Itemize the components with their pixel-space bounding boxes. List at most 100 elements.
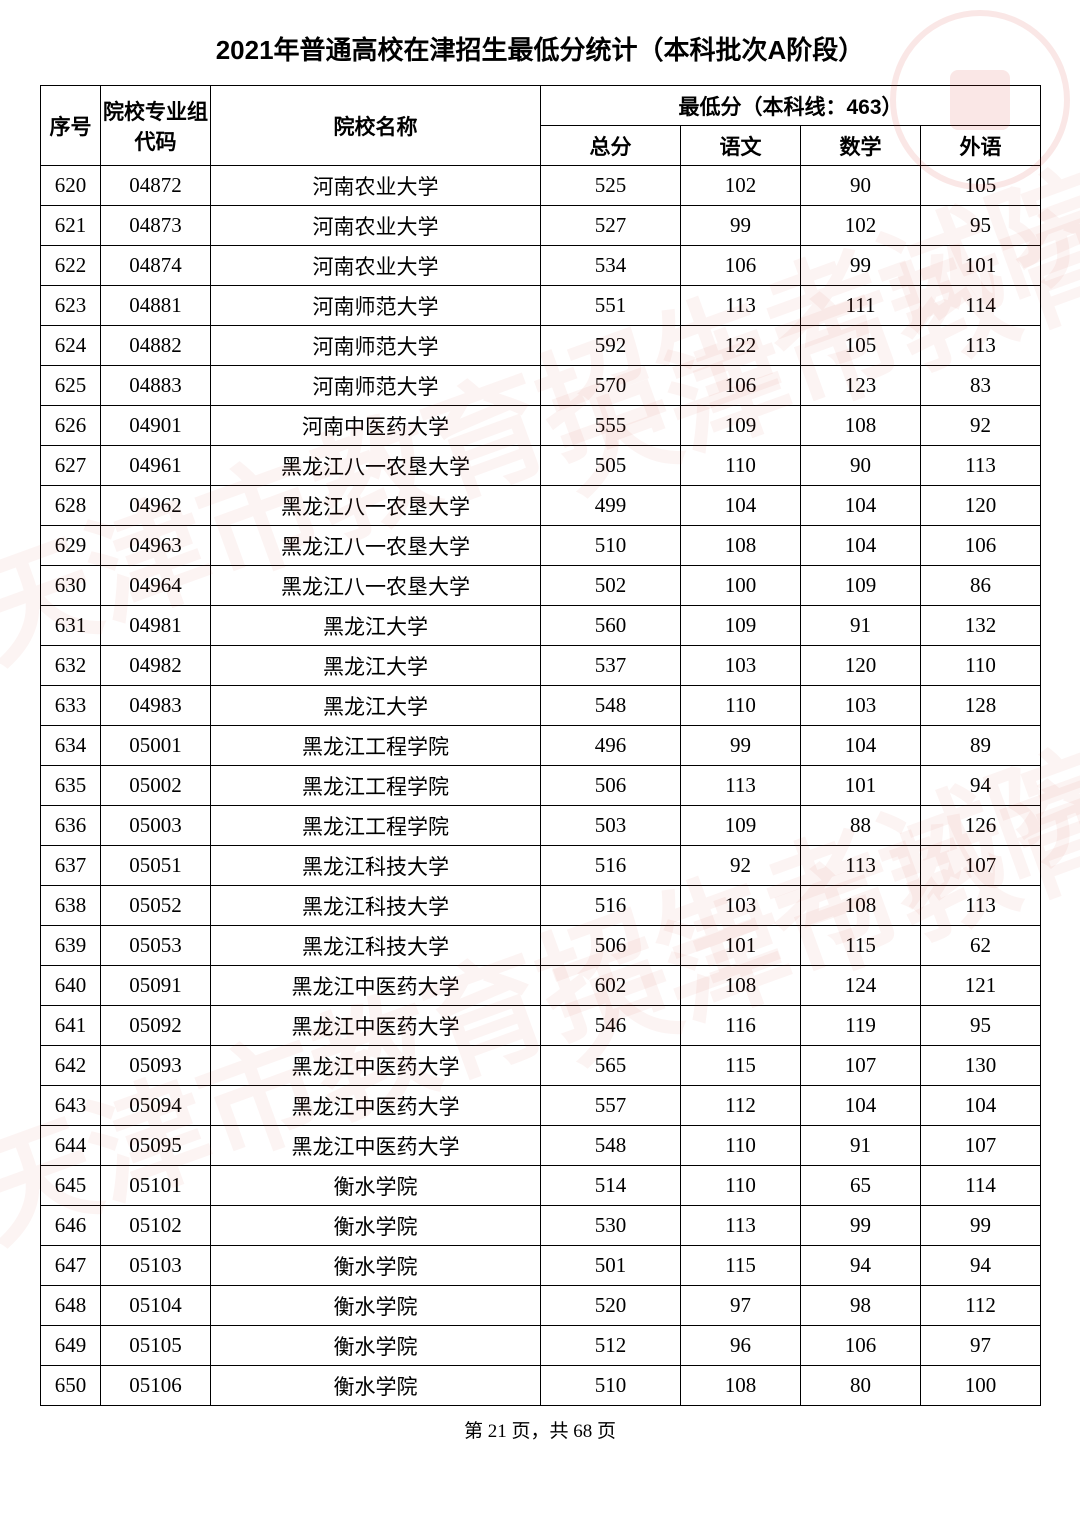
cell-name: 黑龙江八一农垦大学 [211,486,541,526]
cell-math: 101 [801,766,921,806]
cell-foreign: 105 [921,166,1041,206]
cell-foreign: 100 [921,1366,1041,1406]
cell-math: 124 [801,966,921,1006]
cell-seq: 646 [41,1206,101,1246]
cell-name: 黑龙江中医药大学 [211,966,541,1006]
cell-math: 65 [801,1166,921,1206]
cell-math: 103 [801,686,921,726]
cell-name: 河南农业大学 [211,166,541,206]
col-header-math: 数学 [801,126,921,166]
cell-code: 05093 [101,1046,211,1086]
cell-seq: 621 [41,206,101,246]
cell-code: 04873 [101,206,211,246]
cell-code: 05092 [101,1006,211,1046]
cell-total: 514 [541,1166,681,1206]
cell-code: 05003 [101,806,211,846]
cell-chinese: 109 [681,406,801,446]
cell-total: 502 [541,566,681,606]
cell-name: 河南师范大学 [211,326,541,366]
cell-total: 512 [541,1326,681,1366]
cell-math: 115 [801,926,921,966]
table-row: 62604901河南中医药大学55510910892 [41,406,1041,446]
cell-total: 516 [541,846,681,886]
cell-chinese: 113 [681,286,801,326]
table-row: 62304881河南师范大学551113111114 [41,286,1041,326]
cell-math: 105 [801,326,921,366]
cell-name: 衡水学院 [211,1166,541,1206]
cell-chinese: 99 [681,726,801,766]
cell-chinese: 108 [681,1366,801,1406]
page-indicator: 第 21 页，共 68 页 [40,1416,1040,1443]
cell-name: 黑龙江大学 [211,686,541,726]
table-row: 64905105衡水学院5129610697 [41,1326,1041,1366]
cell-name: 衡水学院 [211,1326,541,1366]
cell-code: 05051 [101,846,211,886]
cell-code: 05002 [101,766,211,806]
table-row: 63905053黑龙江科技大学50610111562 [41,926,1041,966]
cell-name: 黑龙江中医药大学 [211,1006,541,1046]
cell-math: 104 [801,526,921,566]
table-row: 62704961黑龙江八一农垦大学50511090113 [41,446,1041,486]
table-row: 64505101衡水学院51411065114 [41,1166,1041,1206]
cell-foreign: 86 [921,566,1041,606]
cell-name: 黑龙江八一农垦大学 [211,526,541,566]
cell-total: 560 [541,606,681,646]
cell-chinese: 103 [681,886,801,926]
cell-total: 557 [541,1086,681,1126]
cell-seq: 627 [41,446,101,486]
cell-math: 90 [801,446,921,486]
table-row: 62204874河南农业大学53410699101 [41,246,1041,286]
col-header-name: 院校名称 [211,86,541,166]
cell-total: 592 [541,326,681,366]
cell-name: 黑龙江科技大学 [211,846,541,886]
cell-total: 506 [541,926,681,966]
cell-chinese: 106 [681,366,801,406]
cell-chinese: 92 [681,846,801,886]
col-header-score-group: 最低分（本科线：463） [541,86,1041,126]
cell-math: 119 [801,1006,921,1046]
cell-total: 503 [541,806,681,846]
cell-chinese: 110 [681,1166,801,1206]
cell-code: 04961 [101,446,211,486]
cell-foreign: 107 [921,1126,1041,1166]
cell-name: 黑龙江科技大学 [211,926,541,966]
cell-seq: 640 [41,966,101,1006]
table-row: 64605102衡水学院5301139999 [41,1206,1041,1246]
cell-name: 黑龙江工程学院 [211,766,541,806]
cell-total: 551 [541,286,681,326]
cell-total: 548 [541,686,681,726]
cell-chinese: 113 [681,1206,801,1246]
cell-total: 510 [541,526,681,566]
table-row: 65005106衡水学院51010880100 [41,1366,1041,1406]
cell-seq: 645 [41,1166,101,1206]
cell-math: 104 [801,1086,921,1126]
cell-chinese: 97 [681,1286,801,1326]
cell-chinese: 122 [681,326,801,366]
cell-code: 04964 [101,566,211,606]
cell-chinese: 101 [681,926,801,966]
table-row: 64005091黑龙江中医药大学602108124121 [41,966,1041,1006]
cell-foreign: 121 [921,966,1041,1006]
table-row: 62804962黑龙江八一农垦大学499104104120 [41,486,1041,526]
cell-seq: 643 [41,1086,101,1126]
cell-code: 05102 [101,1206,211,1246]
cell-math: 106 [801,1326,921,1366]
cell-total: 510 [541,1366,681,1406]
cell-math: 108 [801,406,921,446]
table-row: 63104981黑龙江大学56010991132 [41,606,1041,646]
cell-total: 520 [541,1286,681,1326]
cell-foreign: 83 [921,366,1041,406]
cell-total: 602 [541,966,681,1006]
cell-name: 黑龙江八一农垦大学 [211,566,541,606]
cell-chinese: 115 [681,1246,801,1286]
cell-code: 04881 [101,286,211,326]
cell-name: 黑龙江工程学院 [211,726,541,766]
cell-foreign: 112 [921,1286,1041,1326]
cell-math: 91 [801,1126,921,1166]
cell-foreign: 95 [921,206,1041,246]
cell-total: 499 [541,486,681,526]
table-row: 63004964黑龙江八一农垦大学50210010986 [41,566,1041,606]
cell-seq: 644 [41,1126,101,1166]
col-header-code: 院校专业组代码 [101,86,211,166]
cell-math: 104 [801,726,921,766]
